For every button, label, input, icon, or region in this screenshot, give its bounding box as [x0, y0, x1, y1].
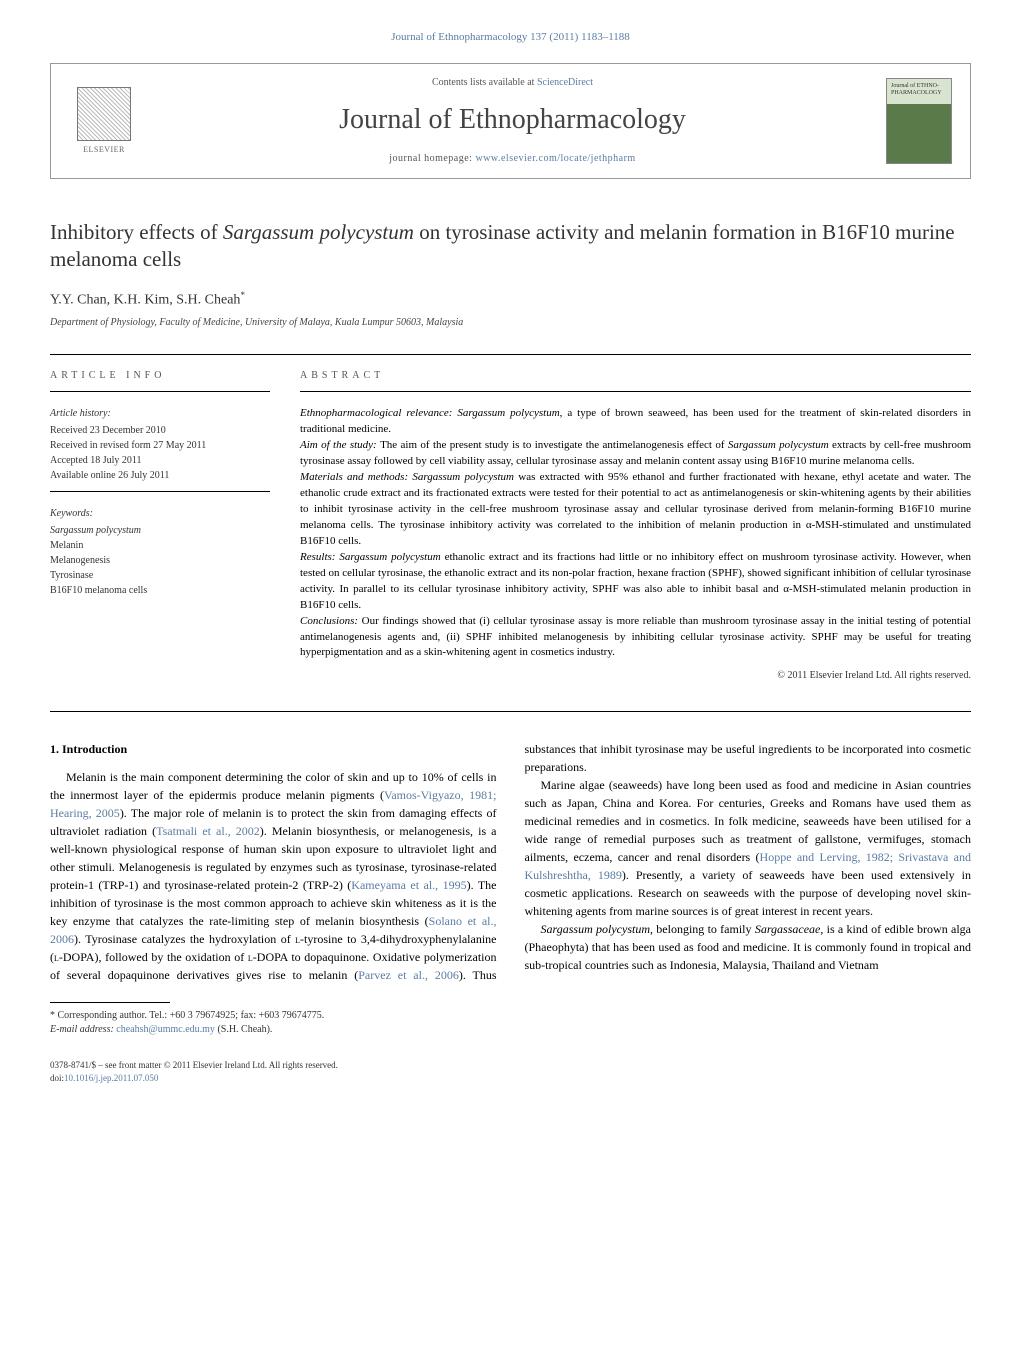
keyword-2: Melanin	[50, 538, 270, 553]
info-abstract-row: article info Article history: Received 2…	[50, 369, 971, 683]
contents-lists-line: Contents lists available at ScienceDirec…	[139, 76, 886, 90]
relevance-species: Sargassum polycystum	[457, 407, 559, 419]
corresponding-email-link[interactable]: cheahsh@ummc.edu.my	[116, 1024, 215, 1035]
elsevier-tree-icon	[77, 87, 131, 141]
footer-doi-line: doi:10.1016/j.jep.2011.07.050	[50, 1072, 971, 1085]
keywords-block: Keywords: Sargassum polycystum Melanin M…	[50, 506, 270, 598]
sciencedirect-link[interactable]: ScienceDirect	[537, 77, 593, 88]
keyword-4: Tyrosinase	[50, 568, 270, 583]
abstract-divider	[300, 391, 971, 392]
footnote-separator	[50, 1002, 170, 1003]
journal-citation: Journal of Ethnopharmacology 137 (2011) …	[50, 30, 971, 45]
conclusions-text: Our findings showed that (i) cellular ty…	[300, 615, 971, 659]
email-label: E-mail address:	[50, 1024, 116, 1035]
info-divider-2	[50, 491, 270, 492]
article-info-column: article info Article history: Received 2…	[50, 369, 270, 683]
elsevier-text: ELSEVIER	[83, 144, 125, 155]
title-pre: Inhibitory effects of	[50, 220, 223, 244]
ref-link[interactable]: Tsatmali et al., 2002	[156, 824, 260, 838]
keyword-1: Sargassum polycystum	[50, 523, 270, 538]
body-divider	[50, 711, 971, 712]
journal-cover-thumbnail: Journal of ETHNO- PHARMACOLOGY	[886, 78, 952, 164]
keyword-5: B16F10 melanoma cells	[50, 583, 270, 598]
history-received: Received 23 December 2010	[50, 423, 270, 438]
journal-header-box: ELSEVIER Contents lists available at Sci…	[50, 63, 971, 178]
article-info-heading: article info	[50, 369, 270, 383]
keyword-3: Melanogenesis	[50, 553, 270, 568]
corresponding-author-footnote: * Corresponding author. Tel.: +60 3 7967…	[50, 1009, 971, 1037]
doi-link[interactable]: 10.1016/j.jep.2011.07.050	[64, 1073, 158, 1083]
aim-pre: The aim of the present study is to inves…	[380, 439, 728, 451]
body-paragraph-2: Marine algae (seaweeds) have long been u…	[525, 776, 972, 920]
footer-front-matter: 0378-8741/$ – see front matter © 2011 El…	[50, 1059, 971, 1072]
article-body: 1. Introduction Melanin is the main comp…	[50, 740, 971, 984]
journal-title: Journal of Ethnopharmacology	[139, 100, 886, 139]
journal-homepage-line: journal homepage: www.elsevier.com/locat…	[139, 152, 886, 166]
history-accepted: Accepted 18 July 2011	[50, 453, 270, 468]
abstract-copyright: © 2011 Elsevier Ireland Ltd. All rights …	[300, 669, 971, 683]
methods-label: Materials and methods:	[300, 471, 412, 483]
body-paragraph-3: Sargassum polycystum, belonging to famil…	[525, 920, 972, 974]
info-divider	[50, 391, 270, 392]
ref-link[interactable]: Kameyama et al., 1995	[351, 878, 466, 892]
homepage-prefix: journal homepage:	[389, 153, 475, 164]
history-label: Article history:	[50, 406, 270, 421]
aim-label: Aim of the study:	[300, 439, 380, 451]
abstract-heading: abstract	[300, 369, 971, 383]
footnote-tel-fax: * Corresponding author. Tel.: +60 3 7967…	[50, 1009, 971, 1023]
results-species: Sargassum polycystum	[339, 551, 440, 563]
header-left: ELSEVIER	[69, 81, 139, 161]
page-footer: 0378-8741/$ – see front matter © 2011 El…	[50, 1059, 971, 1084]
results-label: Results:	[300, 551, 339, 563]
elsevier-logo: ELSEVIER	[69, 81, 139, 161]
doi-prefix: doi:	[50, 1073, 64, 1083]
history-revised: Received in revised form 27 May 2011	[50, 438, 270, 453]
journal-homepage-link[interactable]: www.elsevier.com/locate/jethpharm	[475, 153, 635, 164]
title-species: Sargassum polycystum	[223, 220, 414, 244]
footnote-email-line: E-mail address: cheahsh@ummc.edu.my (S.H…	[50, 1023, 971, 1037]
section-1-heading: 1. Introduction	[50, 740, 497, 758]
relevance-label: Ethnopharmacological relevance:	[300, 407, 457, 419]
journal-cover-text: Journal of ETHNO- PHARMACOLOGY	[891, 83, 951, 96]
methods-species: Sargassum polycystum	[412, 471, 514, 483]
article-history-block: Article history: Received 23 December 20…	[50, 406, 270, 483]
authors-names: Y.Y. Chan, K.H. Kim, S.H. Cheah	[50, 293, 240, 308]
article-title: Inhibitory effects of Sargassum polycyst…	[50, 219, 971, 274]
keywords-label: Keywords:	[50, 506, 270, 521]
authors-line: Y.Y. Chan, K.H. Kim, S.H. Cheah*	[50, 289, 971, 310]
aim-species: Sargassum polycystum	[728, 439, 829, 451]
email-suffix: (S.H. Cheah).	[215, 1024, 273, 1035]
corresponding-marker: *	[240, 290, 245, 300]
conclusions-label: Conclusions:	[300, 615, 362, 627]
ref-link[interactable]: Parvez et al., 2006	[358, 968, 459, 982]
history-online: Available online 26 July 2011	[50, 468, 270, 483]
contents-prefix: Contents lists available at	[432, 77, 537, 88]
section-divider	[50, 354, 971, 355]
abstract-column: abstract Ethnopharmacological relevance:…	[300, 369, 971, 683]
abstract-text: Ethnopharmacological relevance: Sargassu…	[300, 406, 971, 661]
header-center: Contents lists available at ScienceDirec…	[139, 76, 886, 165]
affiliation: Department of Physiology, Faculty of Med…	[50, 316, 971, 330]
